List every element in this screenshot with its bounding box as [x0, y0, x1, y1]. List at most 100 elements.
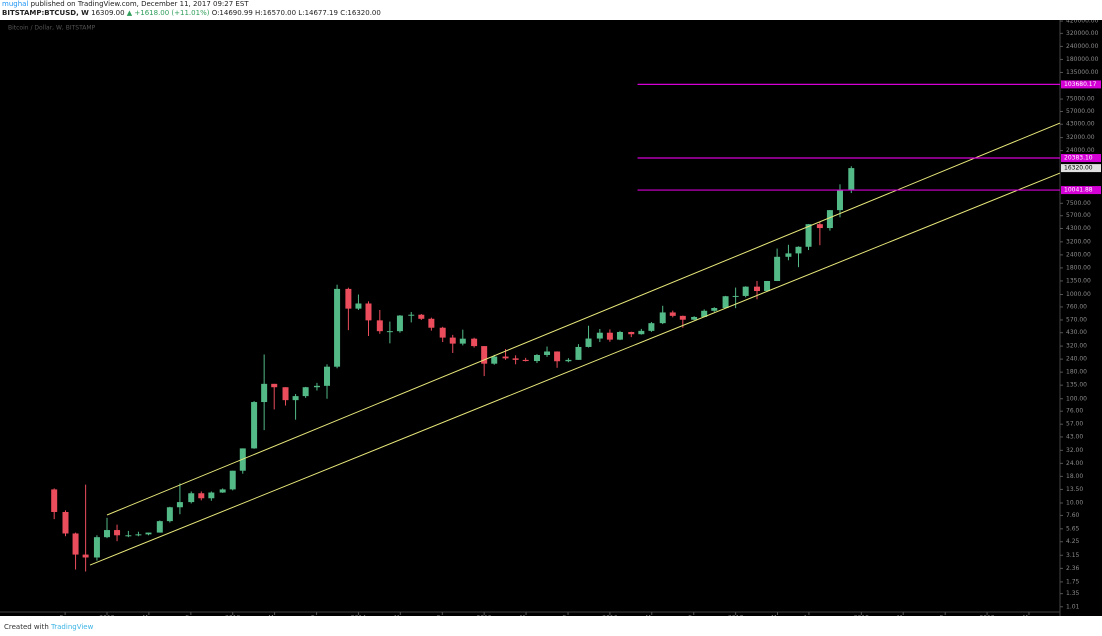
candle-body	[826, 210, 833, 229]
candle-body	[491, 356, 498, 364]
trendline	[106, 122, 1061, 516]
y-tick-label: 3200.00	[1066, 238, 1091, 245]
candle-body	[606, 332, 613, 340]
candle-body	[292, 396, 299, 401]
brand[interactable]: TradingView	[51, 623, 94, 631]
candle-body	[753, 286, 760, 292]
y-tick-label: 24000.00	[1066, 147, 1095, 154]
y-tick-label: 2400.00	[1066, 251, 1091, 258]
y-tick-label: 32000.00	[1066, 134, 1095, 141]
footer: Created with TradingView	[4, 623, 93, 631]
y-tick-label: 180000.00	[1066, 56, 1099, 63]
candle-body	[125, 535, 132, 537]
candle-body	[596, 332, 603, 339]
candle-body	[565, 359, 572, 362]
candle-body	[428, 318, 435, 328]
level-label: 20383.10	[1064, 155, 1093, 162]
candle-body	[544, 351, 551, 355]
candle-body	[156, 521, 163, 533]
candle-body	[471, 338, 478, 347]
y-tick-label: 4.25	[1066, 538, 1080, 545]
candle-body	[764, 280, 771, 292]
candle-body	[396, 315, 403, 332]
y-tick-label: 57.00	[1066, 421, 1083, 428]
change: ▲ +1618.00 (+11.01%)	[126, 9, 210, 17]
x-tick-label: Sep	[940, 615, 952, 617]
chart: Bitcoin / Dollar, W, BITSTAMP 1.01 1.35 1.…	[0, 20, 1102, 616]
candle-body	[198, 493, 205, 499]
y-tick-label: 570.00	[1066, 316, 1087, 323]
y-tick-label: 76.00	[1066, 408, 1083, 415]
candle-body	[711, 308, 718, 311]
candle-body	[575, 346, 582, 360]
candle-body	[816, 224, 823, 229]
candle-body	[459, 338, 466, 344]
candle-body	[628, 331, 635, 335]
x-tick-label: Sep	[437, 615, 449, 617]
candle-body	[522, 359, 529, 362]
y-tick-label: 57000.00	[1066, 108, 1095, 115]
candle-body	[251, 402, 258, 449]
y-tick-label: 1800.00	[1066, 264, 1091, 271]
candle-body	[502, 356, 509, 359]
header: mughal published on TradingView.com, Dec…	[2, 0, 381, 18]
y-tick-label: 32.00	[1066, 447, 1083, 454]
candle-body	[355, 303, 362, 309]
y-tick-label: 3.15	[1066, 552, 1080, 559]
candle-body	[638, 330, 645, 335]
x-tick-label: Sep	[59, 615, 71, 617]
level-label: 10041.88	[1064, 187, 1093, 194]
candle-body	[82, 554, 89, 558]
candle-body	[408, 314, 415, 316]
chart-background	[0, 20, 1102, 616]
y-tick-label: 43.00	[1066, 433, 1083, 440]
candle-body	[449, 337, 456, 344]
x-tick-label: Sep	[688, 615, 700, 617]
price-label: 16320.00	[1064, 165, 1093, 172]
candle-body	[219, 489, 226, 493]
y-tick-label: 240.00	[1066, 356, 1087, 363]
candle-body	[418, 314, 425, 319]
candle-body	[585, 338, 592, 347]
candle-body	[722, 296, 729, 309]
candle-body	[313, 385, 320, 388]
y-tick-label: 420000.00	[1066, 20, 1099, 25]
candle-body	[701, 310, 708, 317]
y-tick-label: 5.65	[1066, 525, 1080, 532]
y-tick-label: 320.00	[1066, 343, 1087, 350]
y-tick-label: 10.00	[1066, 499, 1083, 506]
candle-body	[72, 533, 79, 555]
y-tick-label: 43000.00	[1066, 121, 1095, 128]
y-tick-label: 135000.00	[1066, 69, 1099, 76]
y-tick-label: 135.00	[1066, 382, 1087, 389]
y-tick-label: 1350.00	[1066, 277, 1091, 284]
x-tick-label: May	[520, 615, 533, 617]
candle-body	[679, 315, 686, 320]
y-tick-label: 5700.00	[1066, 212, 1091, 219]
x-tick-label: May	[1023, 615, 1036, 617]
candle-body	[836, 190, 843, 211]
candle-body	[795, 246, 802, 254]
candle-body	[785, 253, 792, 257]
author[interactable]: mughal	[2, 0, 29, 8]
candle-body	[648, 323, 655, 331]
candle-body	[188, 493, 195, 503]
level-label: 103680.17	[1064, 81, 1097, 88]
x-tick-label: May	[771, 615, 784, 617]
trendline	[89, 172, 1061, 566]
candle-body	[386, 331, 393, 333]
candle-body	[848, 168, 855, 191]
level-tag	[1061, 186, 1101, 195]
candle-body	[616, 331, 623, 340]
candle-body	[145, 532, 152, 535]
published: published on TradingView.com, December 1…	[30, 0, 249, 8]
price-tag	[1061, 164, 1101, 173]
candle-body	[345, 288, 352, 309]
x-tick-label: Sep	[311, 615, 323, 617]
candle-body	[93, 537, 100, 558]
candle-body	[282, 387, 289, 401]
y-tick-label: 1000.00	[1066, 291, 1091, 298]
candle-body	[691, 316, 698, 320]
candle-body	[229, 470, 236, 490]
